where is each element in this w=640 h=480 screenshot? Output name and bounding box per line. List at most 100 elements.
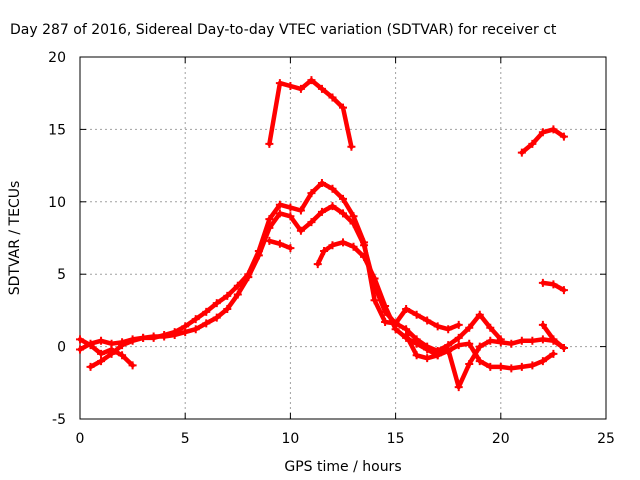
data-point	[76, 335, 84, 344]
data-point	[486, 336, 495, 345]
data-point	[433, 351, 442, 360]
data-point	[317, 207, 326, 216]
data-point	[286, 203, 295, 212]
data-point	[538, 335, 547, 344]
x-tick-label: 10	[281, 431, 299, 447]
x-tick-label: 5	[181, 431, 190, 447]
data-point	[360, 252, 369, 261]
data-point	[339, 238, 347, 247]
data-point	[320, 247, 329, 256]
y-tick-label: 20	[48, 50, 66, 66]
data-point	[97, 357, 106, 366]
data-point	[328, 202, 337, 211]
data-point	[160, 332, 169, 341]
data-point	[307, 189, 316, 198]
data-point	[275, 239, 284, 248]
data-point	[423, 354, 432, 363]
series-arc-9	[517, 125, 568, 157]
data-point	[528, 361, 537, 370]
data-point	[538, 357, 547, 366]
data-point	[433, 322, 442, 331]
data-point	[128, 336, 137, 345]
data-point	[381, 302, 390, 311]
data-point	[517, 148, 526, 157]
grid-lines	[80, 57, 606, 419]
tick-labels: 0 5 10 15 20 25 -5 0 5 10 15 20	[48, 50, 615, 447]
series-arc-8	[265, 76, 356, 151]
data-point	[549, 280, 558, 289]
y-axis-label: SDTVAR / TECUs	[7, 181, 23, 296]
data-point	[286, 81, 295, 90]
data-point	[265, 215, 274, 224]
data-point	[549, 349, 558, 358]
data-point	[139, 333, 148, 342]
y-tick-label: 0	[57, 340, 66, 356]
data-point	[412, 351, 421, 360]
data-point	[465, 323, 474, 332]
data-point	[265, 223, 274, 232]
data-point	[296, 84, 305, 93]
data-point	[349, 219, 358, 228]
data-point	[296, 226, 305, 235]
data-point	[317, 178, 326, 187]
series-arc-4	[265, 236, 295, 253]
data-point	[265, 139, 274, 148]
x-tick-label: 20	[492, 431, 510, 447]
series-arc-10	[538, 278, 568, 295]
data-point	[454, 320, 463, 329]
data-point	[118, 351, 127, 360]
data-point	[528, 336, 537, 345]
data-point	[223, 304, 232, 313]
data-point	[360, 241, 369, 250]
data-point	[86, 341, 95, 350]
data-point	[212, 299, 221, 308]
data-point	[107, 345, 116, 354]
chart-title: Day 287 of 2016, Sidereal Day-to-day VTE…	[10, 22, 557, 38]
data-point	[402, 304, 411, 313]
data-point	[202, 319, 211, 328]
data-point	[370, 296, 379, 305]
data-point	[347, 142, 356, 151]
data-point	[86, 362, 95, 371]
data-point	[97, 349, 106, 358]
series-arc-6	[402, 331, 568, 392]
data-point	[444, 325, 453, 334]
x-tick-label: 0	[76, 431, 85, 447]
data-point	[507, 339, 516, 348]
data-point	[307, 218, 316, 227]
data-point	[339, 194, 347, 203]
data-point	[339, 103, 347, 112]
tick-marks	[79, 56, 607, 420]
data-point	[381, 317, 390, 326]
data-point	[370, 274, 379, 283]
data-point	[465, 339, 474, 348]
series-trace	[403, 332, 567, 390]
data-point	[212, 313, 221, 322]
data-point	[496, 362, 505, 371]
data-point	[265, 236, 274, 245]
data-point	[275, 209, 284, 218]
series-arc-7	[538, 320, 568, 353]
y-tick-label: 10	[48, 195, 66, 211]
x-tick-label: 25	[597, 431, 615, 447]
y-tick-label: -5	[52, 412, 66, 428]
data-point	[254, 251, 263, 260]
data-point	[423, 316, 432, 325]
data-point	[328, 184, 337, 193]
plot-frame	[79, 56, 607, 420]
data-point	[317, 84, 326, 93]
x-axis-label: GPS time / hours	[284, 459, 401, 475]
data-point	[475, 310, 484, 319]
data-point	[275, 79, 284, 88]
data-point	[170, 331, 179, 340]
data-point	[538, 320, 547, 329]
data-point	[391, 325, 400, 334]
series-trace	[88, 203, 504, 370]
series-arc-5	[313, 238, 558, 373]
data-point	[191, 315, 200, 324]
data-point	[313, 260, 322, 269]
data-point	[233, 290, 242, 299]
data-point	[349, 242, 358, 251]
data-point	[191, 325, 200, 334]
